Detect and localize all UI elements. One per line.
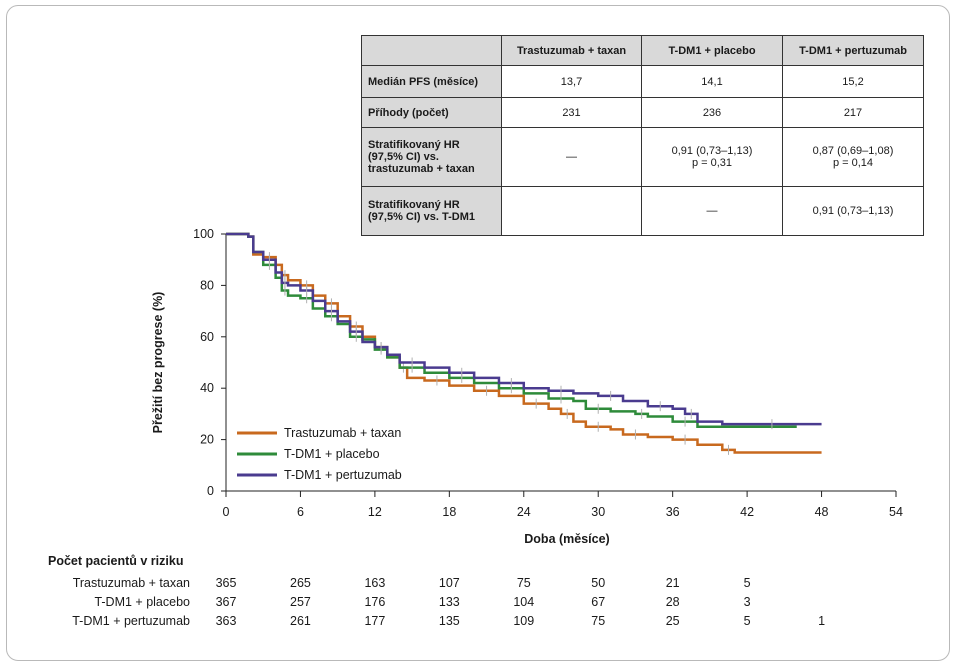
x-tick-label: 0 [223,505,230,519]
table-row-label: Stratifikovaný HR (97,5% CI) vs. trastuz… [361,127,502,187]
risk-count: 107 [438,576,460,590]
figure-frame [6,5,950,661]
table-cell: 15,2 [782,65,924,99]
table-cell-line: p = 0,14 [832,157,874,170]
table-cell-line: 0,91 (0,73–1,13) [812,204,894,217]
risk-count: 67 [591,595,606,609]
pfs-summary-table: Trastuzumab + taxan T-DM1 + placebo T-DM… [361,34,924,237]
risk-count: 28 [665,595,680,609]
risk-count: 176 [364,595,386,609]
table-cell [501,185,642,237]
y-tick-label: 40 [200,381,214,395]
table-cell: 236 [641,97,783,129]
y-tick-label: 60 [200,330,214,344]
risk-count: 135 [438,614,460,628]
table-cell: 13,7 [501,65,642,99]
table-row-label: Příhody (počet) [361,97,502,129]
risk-count: 5 [743,576,751,590]
y-tick-label: 100 [193,227,214,241]
x-tick-label: 54 [889,505,903,519]
risk-count: 1 [818,614,826,628]
x-tick-label: 30 [591,505,605,519]
risk-count: 367 [215,595,237,609]
table-row: Medián PFS (měsíce) 13,7 14,1 15,2 [361,65,924,99]
risk-row-label: Trastuzumab + taxan [72,576,190,590]
table-cell: 0,87 (0,69–1,08) p = 0,14 [782,127,924,187]
risk-count: 177 [364,614,386,628]
x-tick-label: 36 [666,505,680,519]
series-line-3 [226,232,822,426]
risk-row-label: T-DM1 + placebo [94,595,190,609]
table-cell-line: 13,7 [560,75,583,88]
y-tick-label: 0 [207,484,214,498]
x-tick-label: 6 [297,505,304,519]
table-cell: — [641,185,783,237]
table-cell-line: — [566,151,577,164]
table-cell-line: 231 [562,106,581,119]
risk-count: 261 [290,614,311,628]
table-cell-line: 14,1 [701,75,723,88]
risk-count: 50 [591,576,606,590]
risk-count: 265 [290,576,311,590]
table-cell-line: 217 [843,106,863,119]
risk-count: 75 [516,576,531,590]
table-row-label: Stratifikovaný HR (97,5% CI) vs. T-DM1 [361,185,502,237]
legend-label-3: T-DM1 + pertuzumab [284,468,402,482]
x-tick-label: 24 [517,505,531,519]
risk-count: 21 [665,576,680,590]
risk-table-title: Počet pacientů v riziku [48,554,184,568]
x-tick-label: 12 [368,505,382,519]
x-tick-label: 48 [815,505,829,519]
risk-count: 104 [513,595,535,609]
series-line-1 [226,232,822,454]
risk-count: 163 [364,576,386,590]
risk-count: 5 [743,614,751,628]
table-cell-line: p = 0,31 [691,157,733,170]
legend-label-1: Trastuzumab + taxan [284,426,401,440]
table-row: Stratifikovaný HR (97,5% CI) vs. T-DM1 —… [361,185,924,237]
y-tick-label: 80 [200,278,214,292]
risk-count: 25 [665,614,680,628]
y-tick-label: 20 [200,433,214,447]
table-cell-line: 15,2 [842,75,864,88]
risk-count: 109 [513,614,535,628]
risk-count: 3 [743,595,751,609]
risk-row-label: T-DM1 + pertuzumab [72,614,190,628]
risk-count: 365 [215,576,237,590]
y-axis-title: Přežití bez progrese (%) [151,292,165,434]
risk-count: 257 [290,595,311,609]
x-tick-label: 42 [740,505,754,519]
risk-count: 363 [215,614,237,628]
table-cell: 217 [782,97,924,129]
table-cell-line: 236 [702,106,722,119]
risk-count: 75 [591,614,606,628]
table-cell: 14,1 [641,65,783,99]
risk-count: 133 [438,595,460,609]
table-cell-line: 0,91 (0,73–1,13) [671,145,753,158]
x-tick-label: 18 [442,505,456,519]
table-row-label: Medián PFS (měsíce) [361,65,502,99]
table-row: Stratifikovaný HR (97,5% CI) vs. trastuz… [361,127,924,187]
series-line-2 [226,232,797,428]
table-cell: 0,91 (0,73–1,13) p = 0,31 [641,127,783,187]
legend-label-2: T-DM1 + placebo [284,447,380,461]
x-axis-title: Doba (měsíce) [524,532,609,546]
table-cell-line: 0,87 (0,69–1,08) [812,145,894,158]
table-header-tdm1-placebo: T-DM1 + placebo [641,34,783,67]
table-cell: 0,91 (0,73–1,13) [782,185,924,237]
table-row: Příhody (počet) 231 236 217 [361,97,924,129]
table-cell-line: — [706,204,718,217]
